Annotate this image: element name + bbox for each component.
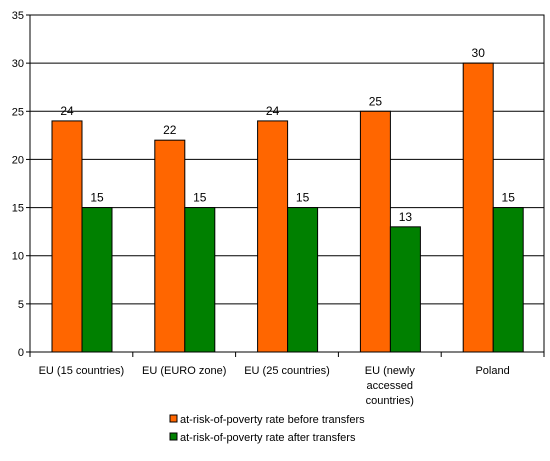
x-tick-label: EU (25 countries) bbox=[244, 365, 330, 377]
data-label: 24 bbox=[60, 104, 74, 118]
data-labels: 24 22 24 25 30 15 15 15 13 15 bbox=[60, 46, 515, 224]
data-label: 30 bbox=[472, 46, 486, 60]
data-label: 13 bbox=[399, 210, 413, 224]
data-label: 15 bbox=[296, 191, 310, 205]
data-label: 25 bbox=[369, 94, 383, 108]
axes: 0 5 10 15 20 25 30 35 EU (15 countries) EU (EURO … bbox=[12, 10, 545, 407]
bar-after-transfers bbox=[184, 207, 216, 353]
legend-label: at-risk-of-poverty rate before transfers bbox=[180, 414, 365, 426]
x-tick-label: EU (EURO zone) bbox=[142, 365, 226, 377]
bar-after-transfers bbox=[492, 207, 524, 353]
bar-after-transfers bbox=[389, 226, 421, 353]
bar-before-transfers bbox=[462, 62, 494, 353]
y-tick-label: 35 bbox=[12, 10, 24, 22]
legend-swatch bbox=[169, 414, 178, 423]
data-label: 15 bbox=[502, 191, 516, 205]
x-tick-label: accessed bbox=[367, 380, 413, 392]
data-label: 22 bbox=[163, 123, 177, 137]
x-tick-label: Poland bbox=[475, 365, 509, 377]
y-tick-label: 10 bbox=[12, 251, 24, 263]
legend-label: at-risk-of-poverty rate after transfers bbox=[180, 432, 356, 444]
y-tick-label: 25 bbox=[12, 106, 24, 118]
y-tick-label: 0 bbox=[18, 347, 24, 359]
y-tick-label: 30 bbox=[12, 58, 24, 70]
x-tick-label: EU (newly bbox=[365, 365, 416, 377]
bar-before-transfers bbox=[51, 120, 83, 353]
x-tick-label: EU (15 countries) bbox=[39, 365, 125, 377]
y-tick-label: 5 bbox=[18, 299, 24, 311]
bar-before-transfers bbox=[359, 110, 391, 353]
data-label: 15 bbox=[193, 191, 207, 205]
legend-swatch bbox=[169, 432, 178, 441]
bar-before-transfers bbox=[257, 120, 289, 353]
bars bbox=[51, 62, 524, 353]
bar-after-transfers bbox=[81, 207, 113, 353]
y-tick-label: 15 bbox=[12, 203, 24, 215]
data-label: 15 bbox=[90, 191, 104, 205]
bar-before-transfers bbox=[154, 139, 186, 353]
legend: at-risk-of-poverty rate before transfers… bbox=[169, 414, 365, 444]
x-tick-label: countries) bbox=[366, 395, 414, 407]
bar-after-transfers bbox=[287, 207, 319, 353]
y-tick-label: 20 bbox=[12, 154, 24, 166]
data-label: 24 bbox=[266, 104, 280, 118]
